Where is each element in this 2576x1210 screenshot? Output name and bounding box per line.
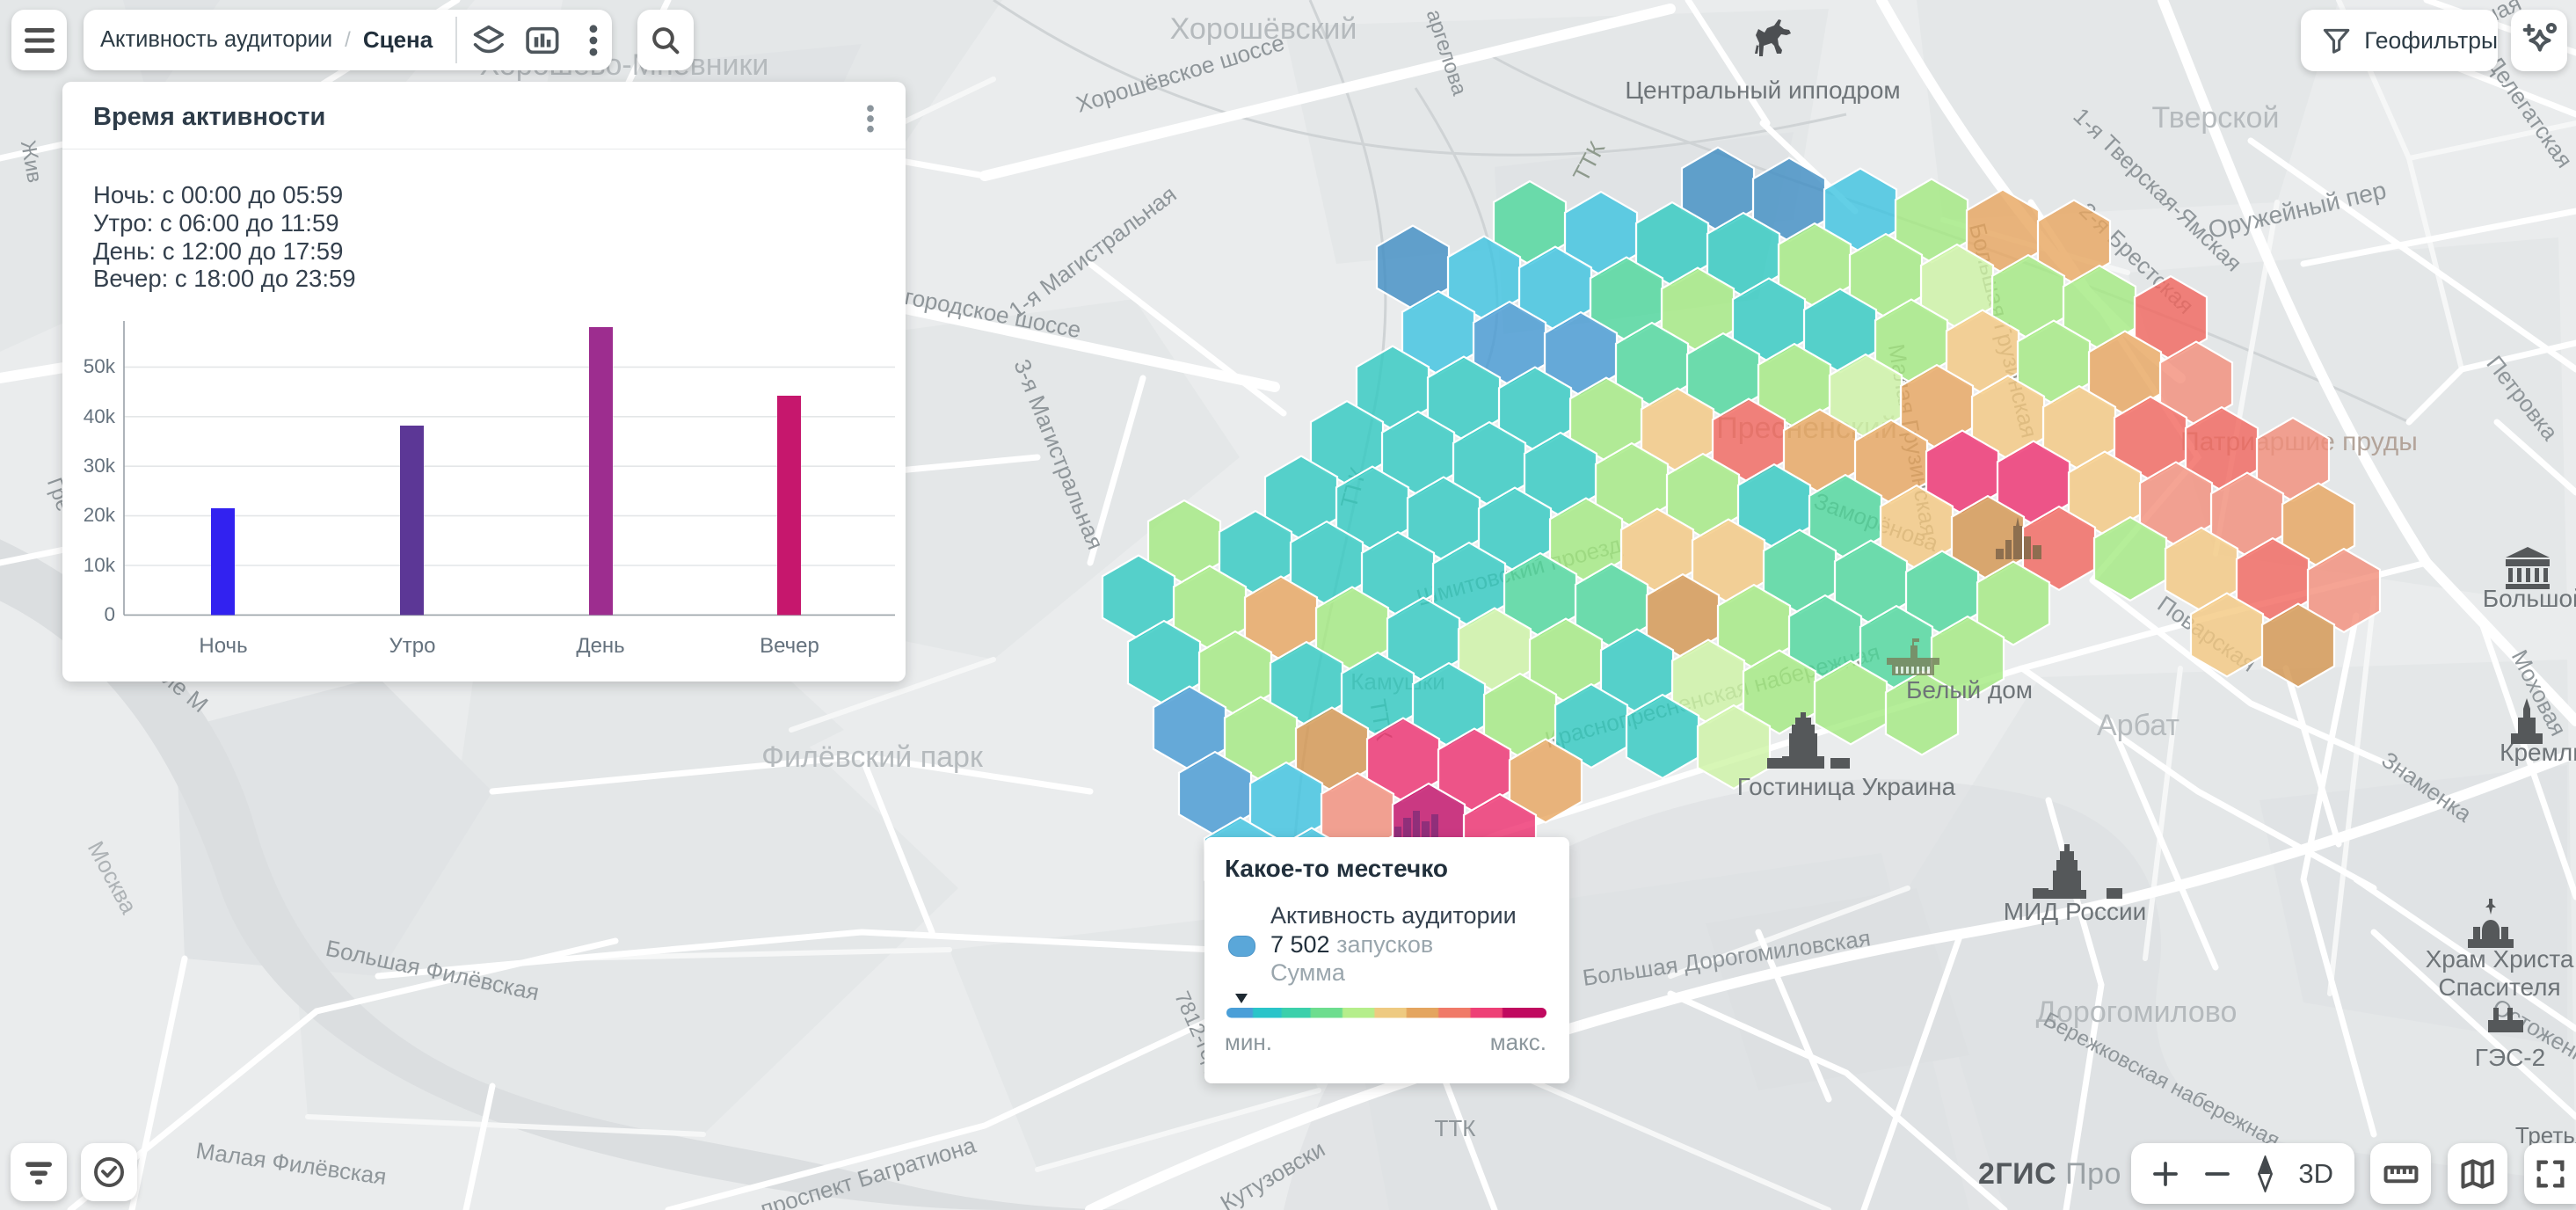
svg-text:20k: 20k (84, 504, 116, 526)
svg-text:Гостиница Украина: Гостиница Украина (1737, 773, 1956, 800)
svg-text:0: 0 (104, 603, 115, 625)
svg-text:ГЭС-2: ГЭС-2 (2475, 1044, 2545, 1071)
svg-text:30k: 30k (84, 455, 116, 477)
svg-text:Вечер: Вечер (760, 634, 819, 658)
svg-text:Центральный ипподром: Центральный ипподром (1625, 77, 1900, 104)
svg-text:Храм Христа: Храм Христа (2426, 945, 2574, 973)
svg-text:Филёвский парк: Филёвский парк (761, 740, 984, 774)
svg-text:Тверской: Тверской (2152, 101, 2280, 135)
svg-text:50k: 50k (84, 355, 116, 377)
svg-text:Спасителя: Спасителя (2438, 973, 2560, 1001)
svg-text:ТТК: ТТК (1435, 1115, 1476, 1141)
svg-text:10k: 10k (84, 554, 116, 576)
svg-text:Хорошёвский: Хорошёвский (1170, 12, 1357, 46)
svg-text:Арбат: Арбат (2097, 709, 2179, 742)
svg-text:Утро: Утро (389, 634, 436, 658)
svg-text:Большой т: Большой т (2483, 585, 2576, 612)
svg-text:40k: 40k (84, 405, 116, 427)
svg-text:Дорогомилово: Дорогомилово (2036, 995, 2238, 1029)
svg-text:МИД России: МИД России (2004, 898, 2147, 925)
svg-text:День: День (576, 634, 624, 658)
svg-text:Белый дом: Белый дом (1906, 676, 2033, 703)
svg-text:Ночь: Ночь (199, 634, 247, 658)
